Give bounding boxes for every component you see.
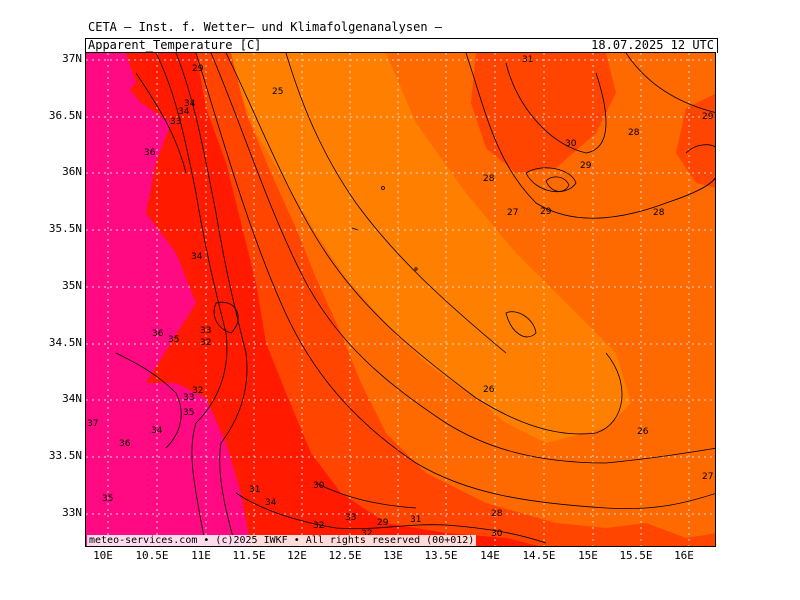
lon-label: 12E bbox=[287, 549, 307, 562]
lat-label: 34N bbox=[62, 392, 82, 405]
contour-label: 30 bbox=[491, 529, 503, 539]
lon-label: 12.5E bbox=[328, 549, 362, 562]
contour-label: 28 bbox=[491, 509, 503, 519]
contour-label: 31 bbox=[522, 55, 533, 65]
contour-label: 29 bbox=[192, 64, 204, 74]
contour-label: 36 bbox=[144, 148, 156, 158]
lat-label: 33.5N bbox=[48, 449, 82, 462]
lat-label: 34.5N bbox=[48, 336, 82, 349]
lon-label: 15E bbox=[578, 549, 598, 562]
field-34-plus bbox=[86, 68, 251, 546]
lon-label: 14E bbox=[480, 549, 500, 562]
contour-label: 26 bbox=[637, 427, 649, 437]
lat-label: 35.5N bbox=[48, 222, 82, 235]
contour-label: 36 bbox=[152, 329, 164, 339]
contour-label: 33 bbox=[200, 326, 211, 336]
contour-label: 34 bbox=[265, 498, 277, 508]
contour-label: 35 bbox=[102, 494, 113, 504]
contour-label: 31 bbox=[410, 515, 421, 525]
contour-label: 27 bbox=[702, 472, 713, 482]
field-34-plus-nw bbox=[86, 53, 136, 108]
contour-label: 36 bbox=[119, 439, 131, 449]
contour-label: 25 bbox=[272, 87, 283, 97]
contour-label: 31 bbox=[249, 485, 260, 495]
contour-labels: 29 25 34 34 33 36 34 31 29 30 28 29 28 2… bbox=[87, 55, 714, 539]
contour-label: 32 bbox=[192, 386, 203, 396]
contour-label: 32 bbox=[200, 338, 211, 348]
contour-label: 35 bbox=[183, 408, 194, 418]
contour-label: 34 bbox=[151, 426, 163, 436]
coastline bbox=[351, 186, 418, 271]
lon-label: 16E bbox=[674, 549, 694, 562]
lon-label: 13E bbox=[383, 549, 403, 562]
lon-label: 10E bbox=[93, 549, 113, 562]
contour-label: 29 bbox=[580, 161, 592, 171]
contour-label: 28 bbox=[653, 208, 665, 218]
contour-label: 37 bbox=[87, 419, 98, 429]
contour-label: 32 bbox=[361, 529, 372, 539]
lon-label: 15.5E bbox=[619, 549, 653, 562]
contour-label: 29 bbox=[702, 112, 714, 122]
copyright-credit: meteo-services.com • (c)2025 IWKF • All … bbox=[87, 535, 477, 546]
contour-label: 34 bbox=[178, 107, 190, 117]
parameter-label: Apparent_Temperature [C] bbox=[88, 38, 262, 52]
lon-label: 14.5E bbox=[522, 549, 556, 562]
lat-label: 36N bbox=[62, 165, 82, 178]
lat-label: 37N bbox=[62, 52, 82, 65]
field-24-26 bbox=[226, 53, 631, 443]
contour-label: 29 bbox=[540, 207, 552, 217]
contour-label: 34 bbox=[184, 99, 196, 109]
contour-label: 30 bbox=[565, 139, 577, 149]
subtitle-bar bbox=[85, 38, 718, 53]
lon-label: 11.5E bbox=[232, 549, 266, 562]
contour-label: 35 bbox=[168, 335, 179, 345]
contour-label: 27 bbox=[507, 208, 518, 218]
temperature-field: 29 25 34 34 33 36 34 31 29 30 28 29 28 2… bbox=[86, 53, 715, 546]
contour-label: 26 bbox=[483, 385, 495, 395]
lon-label: 13.5E bbox=[424, 549, 458, 562]
contour-label: 30 bbox=[313, 481, 325, 491]
map-panel: 29 25 34 34 33 36 34 31 29 30 28 29 28 2… bbox=[85, 52, 716, 547]
contour-label: 28 bbox=[483, 174, 495, 184]
lat-label: 36.5N bbox=[48, 109, 82, 122]
contour-label: 33 bbox=[345, 513, 356, 523]
lon-label: 10.5E bbox=[135, 549, 169, 562]
chart-title: CETA — Inst. f. Wetter— und Klimafolgena… bbox=[88, 20, 443, 34]
contour-label: 28 bbox=[628, 128, 640, 138]
contour-label: 33 bbox=[183, 393, 194, 403]
contour-label: 32 bbox=[313, 521, 324, 531]
contour-label: 29 bbox=[377, 518, 389, 528]
contour-label: 34 bbox=[191, 252, 203, 262]
lat-label: 35N bbox=[62, 279, 82, 292]
lat-label: 33N bbox=[62, 506, 82, 519]
isolines bbox=[115, 53, 715, 546]
lon-label: 11E bbox=[191, 549, 211, 562]
contour-label: 33 bbox=[170, 117, 181, 127]
valid-datetime: 18.07.2025 12 UTC bbox=[591, 38, 714, 52]
